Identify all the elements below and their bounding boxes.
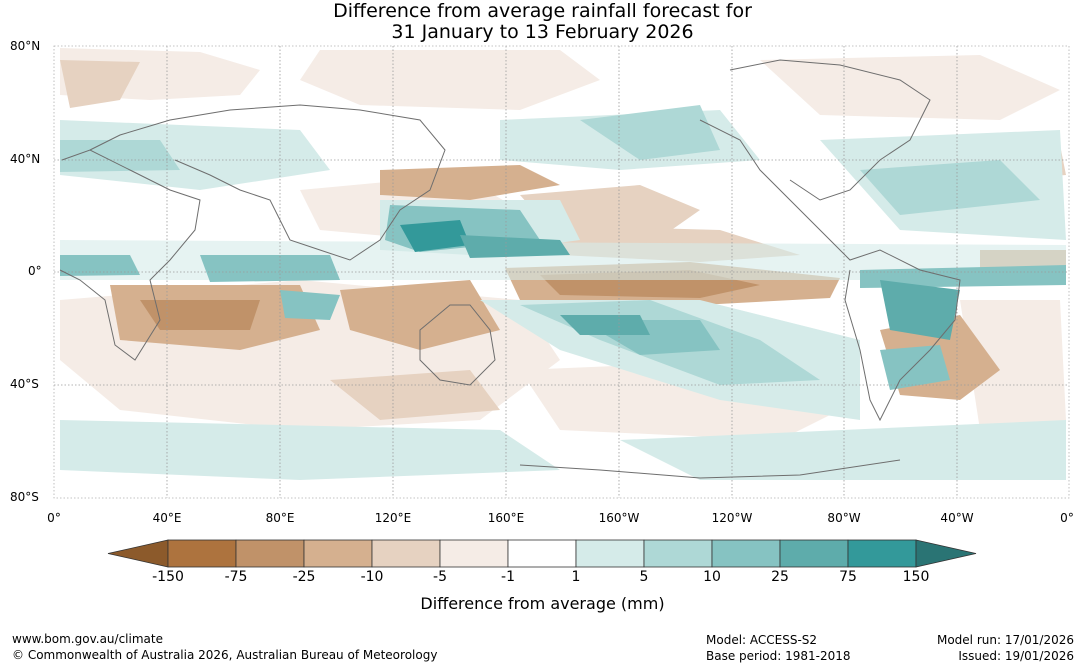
colorbar-extend-dry [107, 539, 169, 568]
colorbar-tick-label: -75 [224, 569, 248, 585]
colorbar-bin [507, 539, 577, 568]
colorbar-tick-label: -10 [360, 569, 384, 585]
lon-label-120w: 120°W [711, 511, 753, 525]
lat-label-80s: 80°S [10, 490, 39, 504]
lon-label-40e: 40°E [152, 511, 182, 525]
lat-label-40n: 40°N [10, 152, 41, 166]
colorbar-extend-wet [915, 539, 977, 568]
lat-label-80n: 80°N [10, 39, 41, 53]
map-title-line1: Difference from average rainfall forecas… [333, 0, 752, 22]
colorbar-bin [439, 539, 509, 568]
colorbar-bin [371, 539, 441, 568]
colorbar-bin [235, 539, 305, 568]
lon-label-80w: 80°W [827, 511, 861, 525]
colorbar-bin [847, 539, 917, 568]
lon-label-40w: 40°W [940, 511, 974, 525]
lon-label-80e: 80°E [265, 511, 295, 525]
footer-copyright: © Commonwealth of Australia 2026, Austra… [12, 648, 438, 662]
colorbar-tick-label: 5 [639, 569, 649, 585]
colorbar-tick-label: -25 [292, 569, 316, 585]
footer-url[interactable]: www.bom.gov.au/climate [12, 632, 163, 646]
colorbar-tick-label: 1 [571, 569, 581, 585]
footer-model-run: Model run: 17/01/2026 [936, 633, 1074, 647]
lon-label-0-right: 0° [1060, 511, 1074, 525]
lon-label-120e: 120°E [374, 511, 412, 525]
footer-issued: Issued: 19/01/2026 [958, 649, 1074, 663]
colorbar-tick-label: -150 [152, 569, 184, 585]
colorbar-tick-label: 10 [703, 569, 721, 585]
coastlines [59, 59, 961, 479]
lon-label-160w: 160°W [598, 511, 640, 525]
footer-base-period: Base period: 1981-2018 [706, 649, 851, 663]
map-title-line2: 31 January to 13 February 2026 [391, 21, 694, 43]
colorbar-tick-label: -5 [433, 569, 447, 585]
anomaly-field [60, 48, 1066, 480]
colorbar-tick-label: 25 [771, 569, 789, 585]
graticule [54, 46, 1069, 498]
colorbar-title: Difference from average (mm) [420, 594, 665, 613]
lon-label-160e: 160°E [487, 511, 525, 525]
colorbar-bin [167, 539, 237, 568]
colorbar-tick-label: 150 [902, 569, 930, 585]
lon-label-0-left: 0° [47, 511, 61, 525]
colorbar-bin [303, 539, 373, 568]
footer-model: Model: ACCESS-S2 [706, 633, 818, 647]
colorbar-bin [643, 539, 713, 568]
lat-label-40s: 40°S [10, 377, 39, 391]
colorbar-bin [575, 539, 645, 568]
colorbar-tick-label: -1 [501, 569, 515, 585]
lat-label-equator: 0° [28, 264, 42, 278]
colorbar-bin [711, 539, 781, 568]
colorbar [107, 539, 977, 568]
colorbar-bin [779, 539, 849, 568]
colorbar-tick-label: 75 [839, 569, 857, 585]
